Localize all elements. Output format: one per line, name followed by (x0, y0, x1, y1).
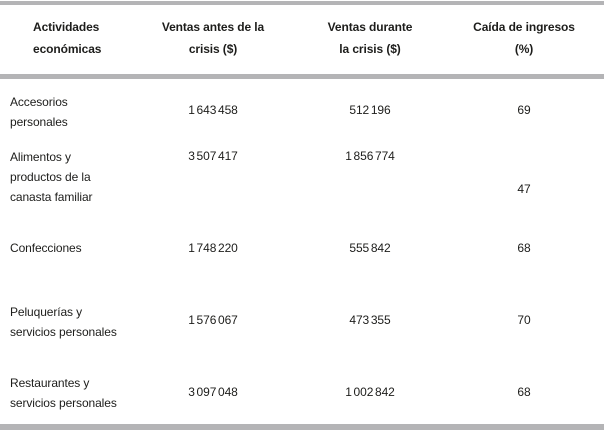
row-activity-label: Confecciones (10, 241, 82, 255)
row-activity-label: Restaurantes y servicios personales (10, 376, 117, 410)
row-ventas-antes-value: 1 576 067 (188, 313, 238, 327)
table-top-rule (0, 1, 604, 5)
column-header-actividades: Actividades económicas (33, 20, 102, 56)
row-ventas-antes-value: 3 507 417 (188, 149, 238, 163)
row-caida-value: 69 (517, 103, 531, 117)
row-ventas-durante-value: 1 002 842 (345, 385, 395, 399)
row-caida-value: 68 (517, 385, 531, 399)
row-activity-label: Alimentos y productos de la canasta fami… (10, 150, 93, 204)
row-ventas-durante-value: 512 196 (349, 103, 391, 117)
row-caida-value: 70 (517, 313, 531, 327)
table-header-rule (0, 74, 604, 79)
table-bottom-rule (0, 424, 604, 430)
column-header-ventas-antes: Ventas antes de la crisis ($) (161, 20, 265, 56)
row-ventas-durante-value: 1 856 774 (345, 149, 395, 163)
row-ventas-durante-value: 473 355 (349, 313, 391, 327)
row-activity-label: Peluquerías y servicios personales (10, 305, 117, 339)
row-ventas-antes-value: 3 097 048 (188, 385, 238, 399)
row-activity-label: Accesorios personales (10, 95, 68, 129)
row-caida-value: 68 (517, 241, 531, 255)
row-ventas-antes-value: 1 748 220 (188, 241, 238, 255)
column-header-ventas-durante: Ventas durante la crisis ($) (327, 20, 413, 56)
row-caida-value: 47 (517, 182, 531, 196)
column-header-caida-ingresos: Caída de ingresos (%) (473, 20, 575, 56)
row-ventas-antes-value: 1 643 458 (188, 103, 238, 117)
row-ventas-durante-value: 555 842 (349, 241, 391, 255)
